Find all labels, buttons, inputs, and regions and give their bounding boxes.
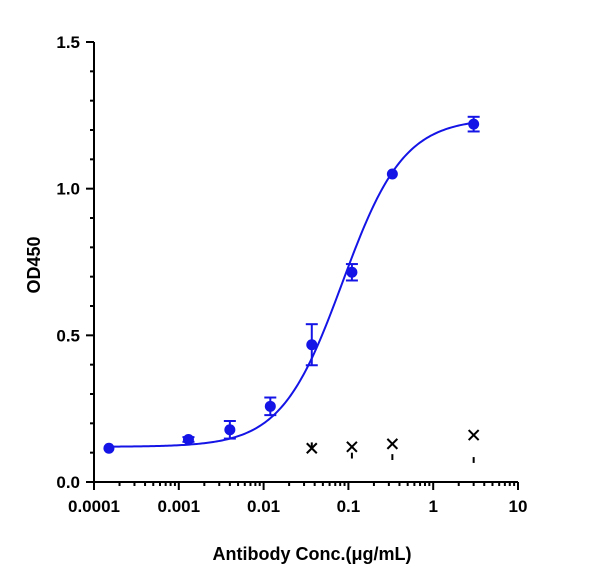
y-tick-label-2: 1.0 [56,180,80,199]
x-ticks: 0.0001 0.001 0.01 0.1 1 10 [68,482,527,516]
x-tick-label-0: 0.0001 [68,497,120,516]
data-point [224,424,236,436]
data-point [468,118,480,130]
x-tick-label-1: 0.001 [158,497,201,516]
y-tick-label-3: 1.5 [56,33,80,52]
cross-icon [346,441,358,453]
y-tick-label-1: 0.5 [56,326,80,345]
y-axis-title: OD450 [24,236,44,293]
x-tick-label-5: 10 [509,497,528,516]
data-point [386,168,398,180]
cross-icon [467,429,480,441]
data-point [182,433,194,445]
error-bars [182,115,480,443]
fit-curve-line [106,121,476,448]
y-tick-label-0: 0.0 [56,473,80,492]
axes [93,42,518,483]
data-point [103,442,115,454]
cross-icon [386,438,399,450]
x-tick-label-4: 1 [428,497,437,516]
x-axis-title: Antibody Conc.(μg/mL) [213,544,412,564]
x-tick-label-3: 0.1 [337,497,361,516]
y-ticks: 0.0 0.5 1.0 1.5 [56,33,94,492]
data-points [103,118,480,454]
data-point [346,266,358,278]
annotation-markers [306,429,480,463]
data-point [306,339,318,351]
x-tick-label-2: 0.01 [247,497,280,516]
data-point [264,400,276,412]
